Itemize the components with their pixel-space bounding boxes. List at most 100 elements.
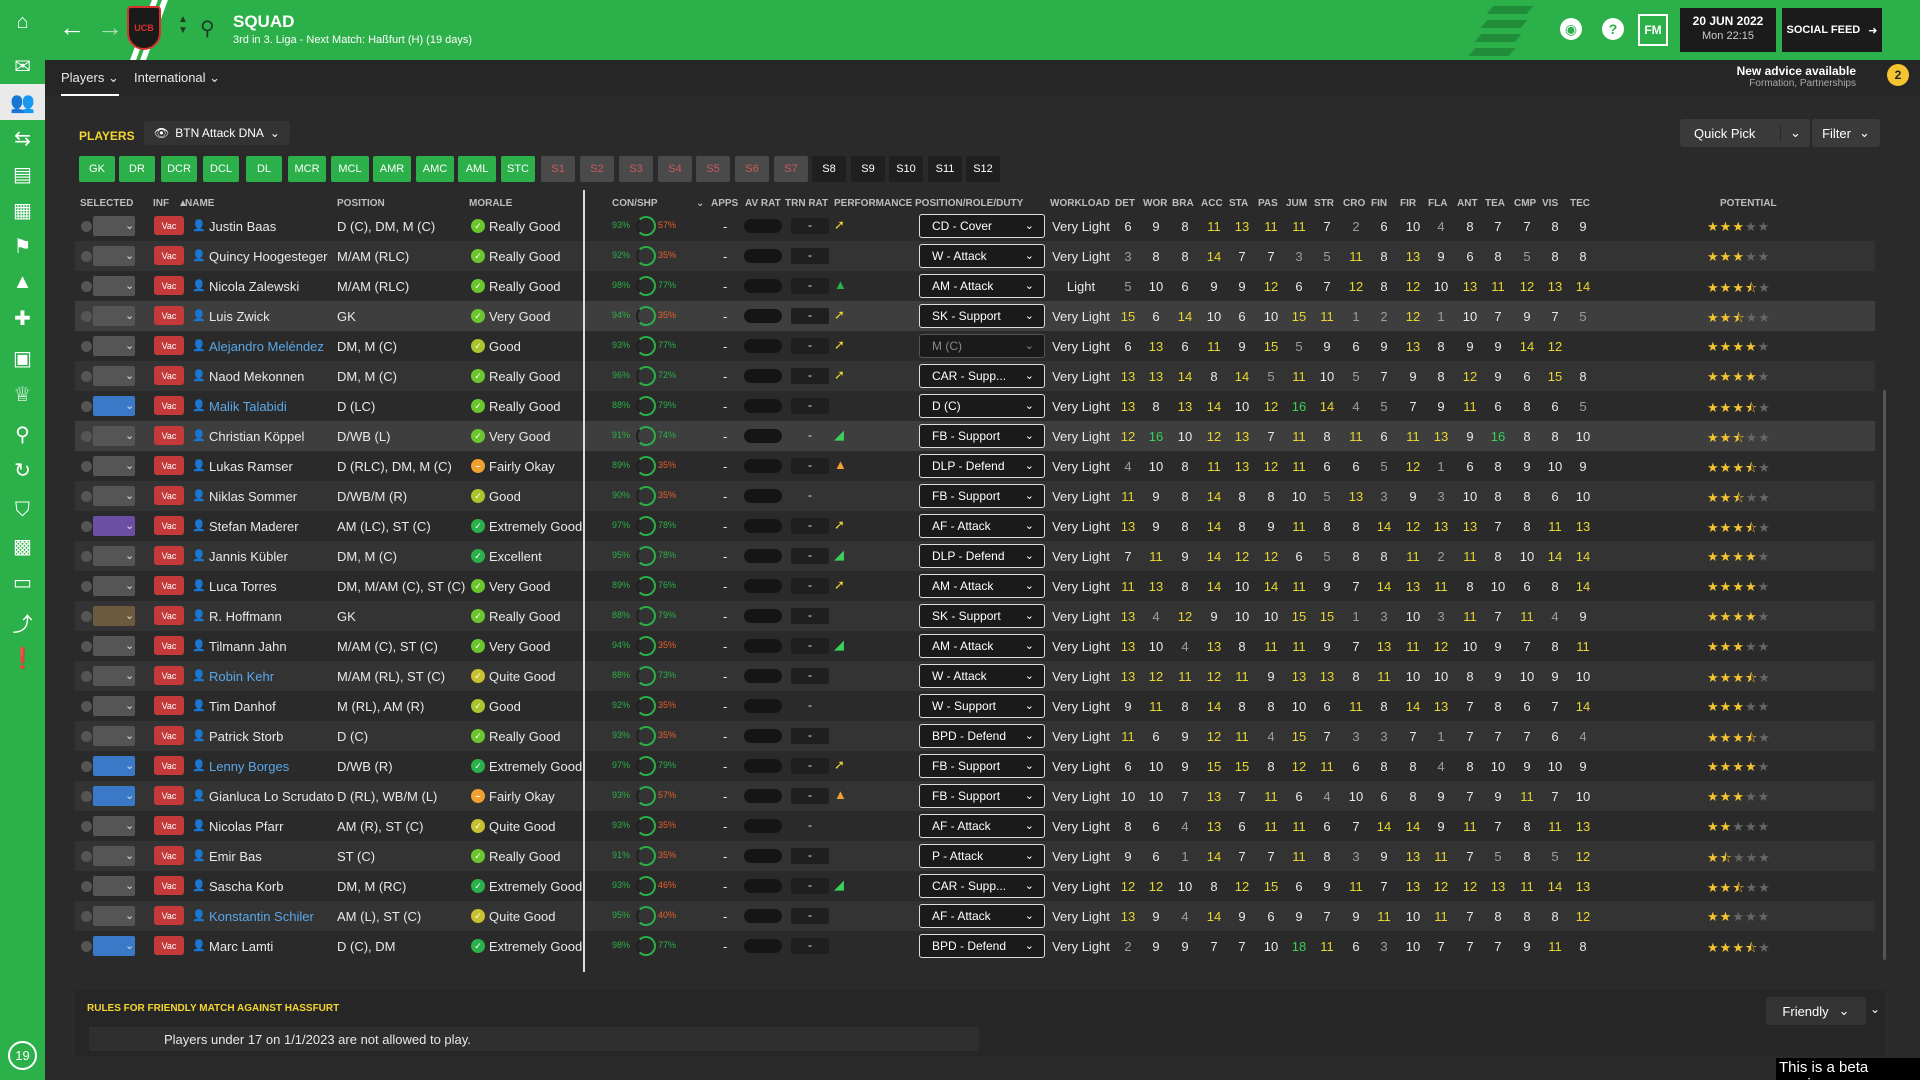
chevron-down-icon[interactable]: ⌄ — [125, 430, 135, 442]
column-header-fir[interactable]: FIR — [1400, 198, 1417, 209]
selection-dropdown[interactable] — [93, 216, 135, 236]
table-row[interactable]: ⌄ Vac 👤 Tilmann Jahn ✓ M/AM (C), ST (C) Very G… — [75, 631, 1875, 661]
chevron-down-icon[interactable]: ⌄ — [125, 610, 135, 622]
select-checkbox[interactable] — [81, 251, 92, 262]
chevron-down-icon[interactable]: ⌄ — [125, 640, 135, 652]
chevron-down-icon[interactable]: ⌄ — [125, 700, 135, 712]
selection-dropdown[interactable] — [93, 336, 135, 356]
column-header-ant[interactable]: ANT — [1457, 198, 1478, 209]
selection-dropdown[interactable] — [93, 636, 135, 656]
chevron-down-icon[interactable]: ⌄ — [125, 520, 135, 532]
staff-icon[interactable]: ▤ — [13, 163, 32, 186]
player-name[interactable]: Lenny Borges — [209, 759, 290, 774]
role-selector[interactable]: DLP - Defend ⌄ — [919, 544, 1045, 568]
chevron-down-icon[interactable]: ⌄ — [125, 490, 135, 502]
table-row[interactable]: ⌄ Vac 👤 Stefan Maderer ✓ AM (LC), ST (C) Extre… — [75, 511, 1875, 541]
column-header-morale[interactable]: MORALE — [469, 198, 513, 209]
chevron-down-icon[interactable]: ⌄ — [125, 280, 135, 292]
column-header-role[interactable]: POSITION/ROLE/DUTY — [915, 198, 1024, 209]
medical-icon[interactable]: ✚ — [14, 307, 31, 330]
column-header-apps[interactable]: APPS — [711, 198, 739, 209]
alert-icon[interactable]: ❗ — [10, 647, 35, 670]
back-icon[interactable]: ← — [59, 12, 85, 42]
table-row[interactable]: ⌄ Vac 👤 Gianluca Lo Scrudato – D (RL), WB/M (… — [75, 781, 1875, 811]
position-filter-s10[interactable]: S10 — [889, 156, 923, 182]
selection-dropdown[interactable] — [93, 906, 135, 926]
scouting-icon[interactable]: ⚲ — [15, 423, 30, 446]
selection-dropdown[interactable] — [93, 396, 135, 416]
column-header-cro[interactable]: CRO — [1343, 198, 1366, 209]
column-header-av-rat[interactable]: AV RAT — [745, 198, 781, 209]
player-name[interactable]: Lukas Ramser — [209, 459, 293, 474]
schedule-icon[interactable]: ▣ — [13, 347, 32, 370]
select-checkbox[interactable] — [81, 611, 92, 622]
position-filter-aml[interactable]: AML — [458, 156, 496, 182]
select-checkbox[interactable] — [81, 851, 92, 862]
player-name[interactable]: Christian Köppel — [209, 429, 305, 444]
scrollbar[interactable] — [1883, 390, 1886, 960]
position-filter-s7[interactable]: S7 — [774, 156, 808, 182]
column-menu-icon[interactable]: ⌄ — [696, 198, 705, 209]
report-icon[interactable]: ⤴ — [12, 613, 33, 636]
column-header-con-shp[interactable]: CON/SHP — [612, 198, 658, 209]
chevron-down-icon[interactable]: ⌄ — [125, 880, 135, 892]
player-name[interactable]: Nicolas Pfarr — [209, 819, 284, 834]
select-checkbox[interactable] — [81, 881, 92, 892]
selection-dropdown[interactable] — [93, 846, 135, 866]
player-name[interactable]: Marc Lamti — [209, 939, 274, 954]
transfers-icon[interactable]: ↻ — [14, 459, 31, 482]
selection-dropdown[interactable] — [93, 546, 135, 566]
role-selector[interactable]: AF - Attack ⌄ — [919, 904, 1045, 928]
table-row[interactable]: ⌄ Vac 👤 Alejandro Meléndez ✓ DM, M (C) Good 93%… — [75, 331, 1875, 361]
select-checkbox[interactable] — [81, 701, 92, 712]
role-selector[interactable]: BPD - Defend ⌄ — [919, 934, 1045, 958]
table-row[interactable]: ⌄ Vac 👤 Jannis Kübler ✓ DM, M (C) Excellent 95%… — [75, 541, 1875, 571]
squad-icon[interactable]: 👥 — [0, 84, 45, 120]
role-selector[interactable]: SK - Support ⌄ — [919, 304, 1045, 328]
selection-dropdown[interactable] — [93, 786, 135, 806]
column-header-str[interactable]: STR — [1314, 198, 1334, 209]
chevron-down-icon[interactable]: ⌄ — [1780, 125, 1810, 141]
role-selector[interactable]: AM - Attack ⌄ — [919, 634, 1045, 658]
select-checkbox[interactable] — [81, 671, 92, 682]
table-row[interactable]: ⌄ Vac 👤 Marc Lamti ✓ D (C), DM Extremely Good 9… — [75, 931, 1875, 961]
quick-pick-button[interactable]: Quick Pick ⌄ — [1680, 119, 1810, 147]
chevron-down-icon[interactable]: ⌄ — [125, 340, 135, 352]
column-header-pas[interactable]: PAS — [1258, 198, 1278, 209]
select-checkbox[interactable] — [81, 641, 92, 652]
selection-dropdown[interactable] — [93, 666, 135, 686]
table-row[interactable]: ⌄ Vac 👤 Justin Baas ✓ D (C), DM, M (C) Really … — [75, 211, 1875, 241]
selection-dropdown[interactable] — [93, 276, 135, 296]
chevron-down-icon[interactable]: ⌄ — [125, 310, 135, 322]
position-filter-gk[interactable]: GK — [79, 156, 115, 182]
table-row[interactable]: ⌄ Vac 👤 Robin Kehr ✓ M/AM (RL), ST (C) Quite G… — [75, 661, 1875, 691]
selection-dropdown[interactable] — [93, 726, 135, 746]
column-header-selected[interactable]: SELECTED — [80, 198, 134, 209]
column-header-acc[interactable]: ACC — [1201, 198, 1223, 209]
table-row[interactable]: ⌄ Vac 👤 Malik Talabidi ✓ D (LC) Really Good 88%… — [75, 391, 1875, 421]
filter-button[interactable]: Filter ⌄ — [1812, 119, 1880, 147]
chevron-down-icon[interactable]: ⌄ — [125, 370, 135, 382]
social-feed-button[interactable]: SOCIAL FEED ➜ — [1782, 8, 1882, 52]
world-icon[interactable]: ◉ — [1560, 18, 1582, 40]
position-filter-dcl[interactable]: DCL — [203, 156, 239, 182]
select-checkbox[interactable] — [81, 941, 92, 952]
position-filter-s1[interactable]: S1 — [541, 156, 575, 182]
view-selector[interactable]: 👁 BTN Attack DNA ⌄ — [144, 121, 290, 145]
player-name[interactable]: Luis Zwick — [209, 309, 270, 324]
role-selector[interactable]: D (C) ⌄ — [919, 394, 1045, 418]
column-header-tec[interactable]: TEC — [1570, 198, 1590, 209]
chevron-down-icon[interactable]: ⌄ — [125, 250, 135, 262]
fm-logo[interactable]: FM — [1638, 14, 1668, 46]
role-selector[interactable]: M (C) ⌄ — [919, 334, 1045, 358]
player-name[interactable]: Emir Bas — [209, 849, 262, 864]
tactics-icon[interactable]: ▦ — [13, 199, 32, 222]
selection-dropdown[interactable] — [93, 756, 135, 776]
selection-dropdown[interactable] — [93, 576, 135, 596]
selection-dropdown[interactable] — [93, 246, 135, 266]
role-selector[interactable]: AF - Attack ⌄ — [919, 814, 1045, 838]
development-icon[interactable]: ▩ — [13, 535, 32, 558]
player-name[interactable]: Tilmann Jahn — [209, 639, 287, 654]
column-header-tea[interactable]: TEA — [1485, 198, 1505, 209]
role-selector[interactable]: FB - Support ⌄ — [919, 484, 1045, 508]
